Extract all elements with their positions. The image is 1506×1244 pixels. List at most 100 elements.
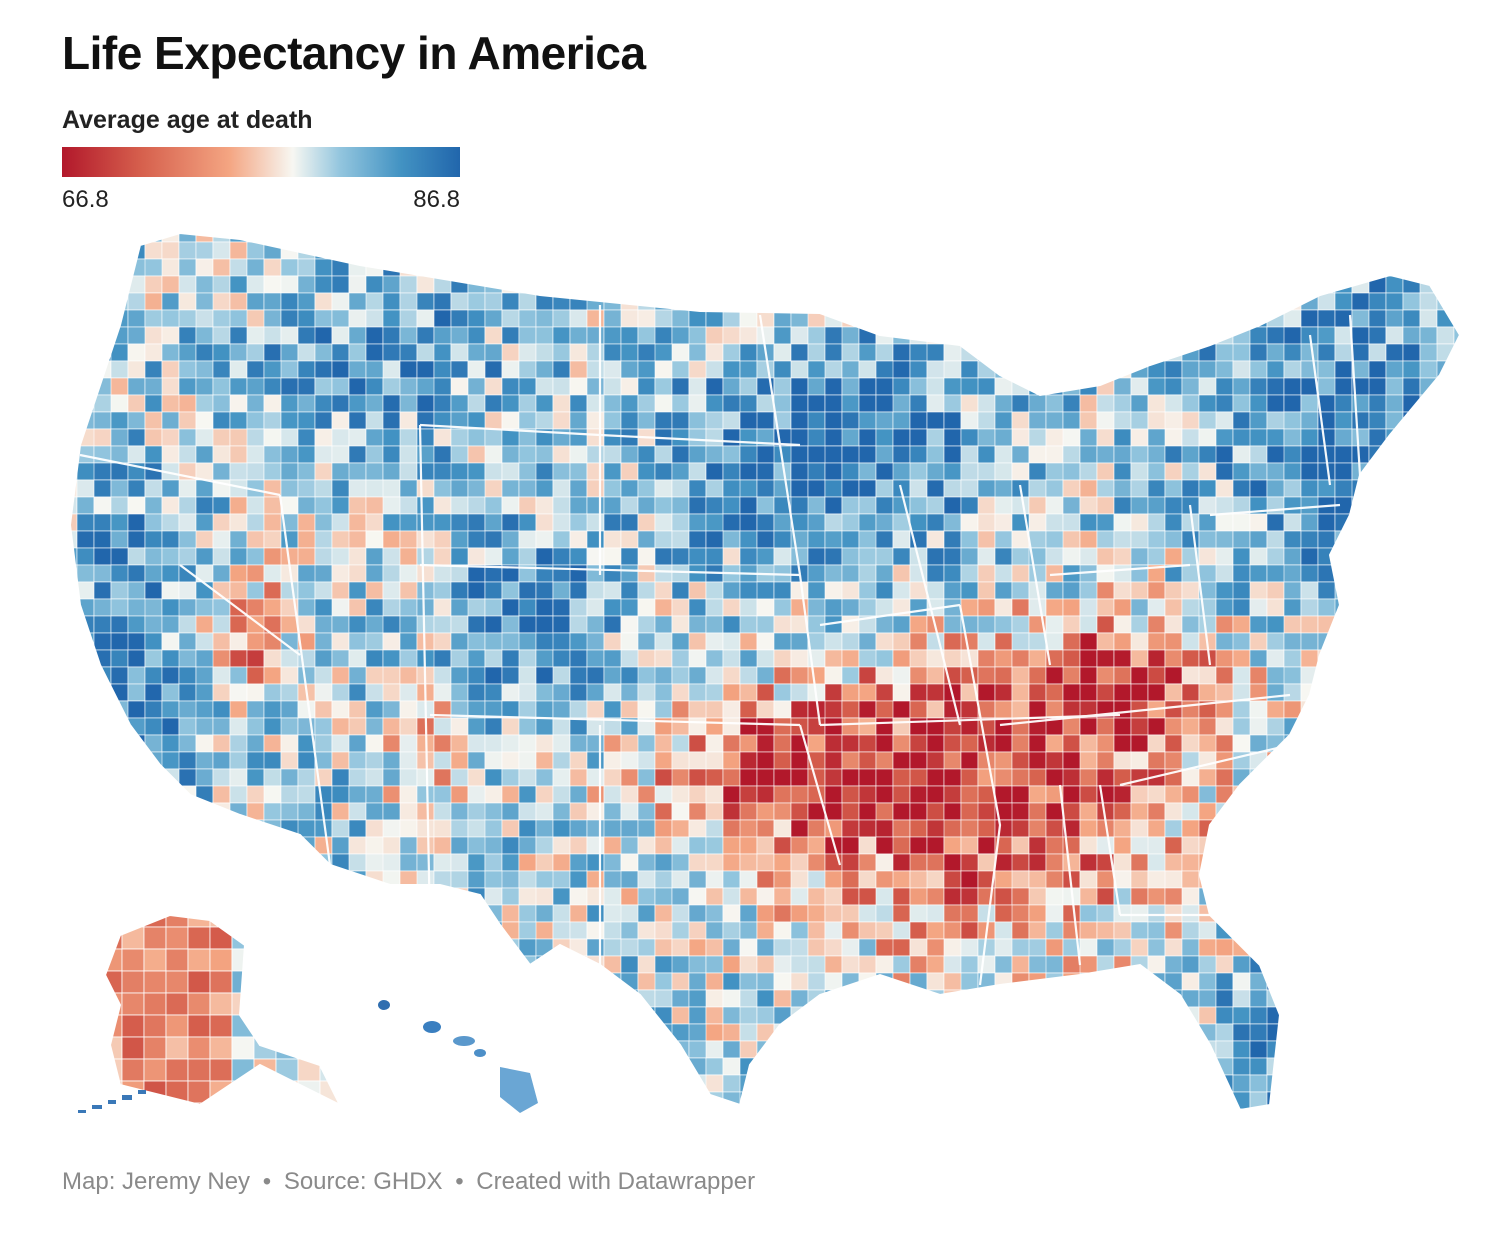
county-cell[interactable] <box>1317 666 1353 685</box>
county-cell[interactable] <box>1436 1023 1455 1042</box>
county-cell[interactable] <box>1385 225 1404 243</box>
county-cell[interactable] <box>824 547 843 566</box>
county-cell[interactable] <box>93 734 129 753</box>
county-cell[interactable] <box>858 292 894 311</box>
county-cell[interactable] <box>229 870 248 889</box>
county-cell[interactable] <box>1096 564 1115 583</box>
county-cell[interactable] <box>1317 258 1336 277</box>
county-cell[interactable] <box>467 1057 503 1076</box>
county-cell[interactable] <box>1045 275 1081 294</box>
county-cell[interactable] <box>518 972 537 991</box>
county-cell[interactable] <box>824 1091 843 1110</box>
county-cell[interactable] <box>1334 989 1353 1008</box>
county-cell[interactable] <box>60 632 78 651</box>
county-cell[interactable] <box>1334 1057 1370 1076</box>
alaska-borough-cell[interactable] <box>187 926 211 950</box>
county-cell[interactable] <box>858 1074 877 1093</box>
county-cell[interactable] <box>1147 598 1166 617</box>
county-cell[interactable] <box>824 479 843 498</box>
county-cell[interactable] <box>569 989 588 1008</box>
county-cell[interactable] <box>705 377 724 396</box>
county-cell[interactable] <box>739 785 758 804</box>
county-cell[interactable] <box>824 225 843 243</box>
county-cell[interactable] <box>1249 377 1268 396</box>
county-cell[interactable] <box>586 275 605 294</box>
county-cell[interactable] <box>1062 343 1081 362</box>
county-cell[interactable] <box>416 479 435 498</box>
county-cell[interactable] <box>603 700 622 719</box>
county-cell[interactable] <box>1096 1057 1115 1076</box>
county-cell[interactable] <box>552 258 588 277</box>
county-cell[interactable] <box>1062 479 1081 498</box>
county-cell[interactable] <box>688 683 707 702</box>
county-cell[interactable] <box>756 921 775 940</box>
county-cell[interactable] <box>909 1108 928 1125</box>
county-cell[interactable] <box>1471 1075 1480 1092</box>
county-cell[interactable] <box>977 411 996 430</box>
county-cell[interactable] <box>1232 377 1251 396</box>
county-cell[interactable] <box>875 1108 894 1125</box>
county-cell[interactable] <box>1045 513 1064 532</box>
county-cell[interactable] <box>518 700 537 719</box>
county-cell[interactable] <box>909 751 928 770</box>
county-cell[interactable] <box>688 632 707 651</box>
county-cell[interactable] <box>1385 734 1404 753</box>
county-cell[interactable] <box>1266 513 1285 532</box>
county-cell[interactable] <box>535 1023 554 1042</box>
county-cell[interactable] <box>875 615 894 634</box>
county-cell[interactable] <box>1113 819 1132 838</box>
county-cell[interactable] <box>722 428 741 447</box>
county-cell[interactable] <box>297 479 316 498</box>
county-cell[interactable] <box>671 853 690 872</box>
county-cell[interactable] <box>1436 275 1455 294</box>
county-cell[interactable] <box>1419 989 1455 1008</box>
county-cell[interactable] <box>297 989 333 1008</box>
county-cell[interactable] <box>1181 734 1200 753</box>
county-cell[interactable] <box>892 1108 911 1125</box>
county-cell[interactable] <box>1164 785 1183 804</box>
county-cell[interactable] <box>841 343 860 362</box>
county-cell[interactable] <box>501 1023 520 1042</box>
county-cell[interactable] <box>1317 1057 1336 1076</box>
county-cell[interactable] <box>195 683 214 702</box>
county-cell[interactable] <box>1368 394 1387 413</box>
county-cell[interactable] <box>943 411 962 430</box>
county-cell[interactable] <box>1028 768 1047 787</box>
county-cell[interactable] <box>1402 547 1421 566</box>
county-cell[interactable] <box>1334 683 1353 702</box>
county-cell[interactable] <box>1266 241 1285 260</box>
county-cell[interactable] <box>739 496 758 515</box>
county-cell[interactable] <box>654 547 673 566</box>
county-cell[interactable] <box>1215 462 1234 481</box>
county-cell[interactable] <box>178 445 197 464</box>
county-cell[interactable] <box>1453 768 1471 787</box>
alaska-borough-cell[interactable] <box>121 1102 145 1125</box>
county-cell[interactable] <box>399 360 418 379</box>
county-cell[interactable] <box>637 547 656 566</box>
county-cell[interactable] <box>1079 1006 1098 1025</box>
county-cell[interactable] <box>246 972 265 991</box>
county-cell[interactable] <box>926 564 945 583</box>
alaska-borough-cell[interactable] <box>209 948 233 972</box>
county-cell[interactable] <box>1147 225 1166 243</box>
county-cell[interactable] <box>195 377 214 396</box>
county-cell[interactable] <box>1300 258 1336 277</box>
county-cell[interactable] <box>1045 309 1081 328</box>
county-cell[interactable] <box>926 1108 962 1125</box>
county-cell[interactable] <box>654 225 673 243</box>
county-cell[interactable] <box>1317 632 1336 651</box>
county-cell[interactable] <box>1334 853 1353 872</box>
county-cell[interactable] <box>909 802 928 821</box>
alaska-borough-cell[interactable] <box>319 970 342 994</box>
county-cell[interactable] <box>586 666 605 685</box>
county-cell[interactable] <box>76 955 95 974</box>
county-cell[interactable] <box>1368 479 1387 498</box>
county-cell[interactable] <box>603 751 622 770</box>
county-cell[interactable] <box>467 428 486 447</box>
county-cell[interactable] <box>263 1023 282 1042</box>
county-cell[interactable] <box>1062 802 1081 821</box>
county-cell[interactable] <box>212 377 231 396</box>
county-cell[interactable] <box>1079 751 1098 770</box>
county-cell[interactable] <box>535 547 554 566</box>
county-cell[interactable] <box>1198 904 1234 923</box>
